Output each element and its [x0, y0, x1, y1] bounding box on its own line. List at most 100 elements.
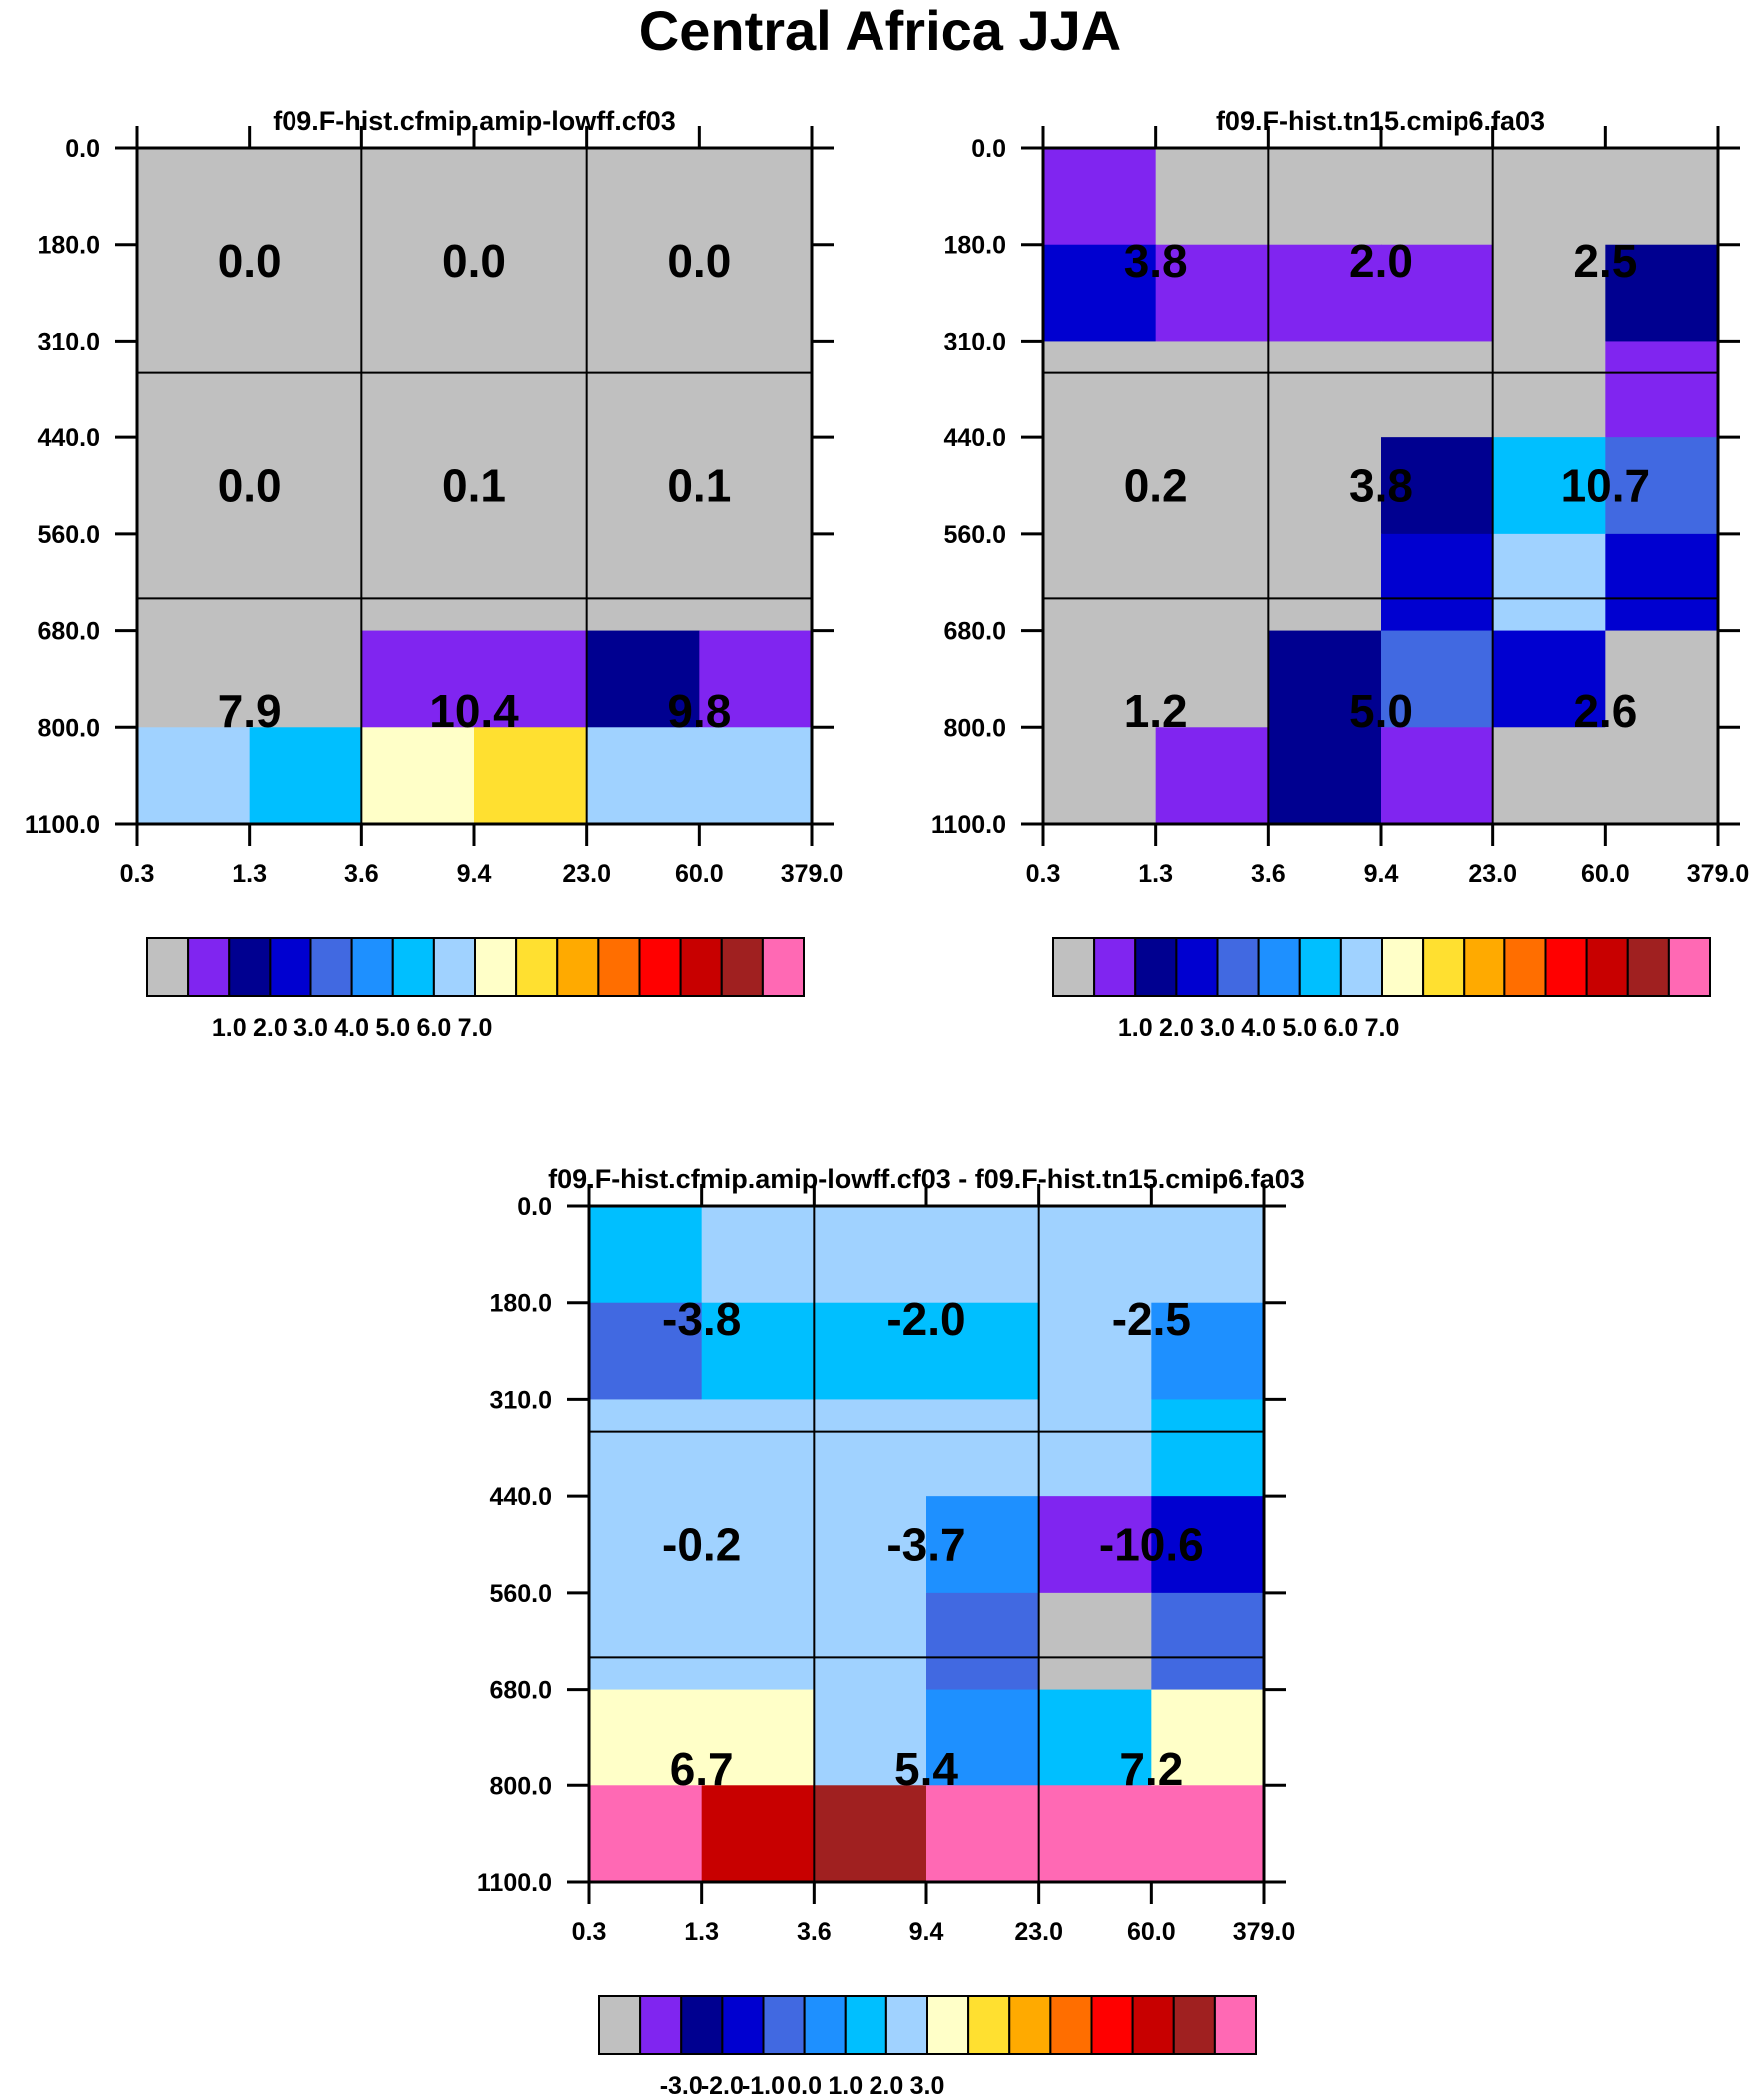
colorbar-swatch [803, 1995, 847, 2055]
colorbar-swatch [926, 1995, 970, 2055]
colorbar-label: -2.0 [701, 2072, 744, 2100]
x-tick-label: 60.0 [1581, 860, 1630, 888]
box-value-label: -2.5 [1112, 1293, 1191, 1345]
colorbar-swatch [1008, 1995, 1052, 2055]
colorbar-swatch [1213, 1995, 1257, 2055]
x-tick-label: 0.3 [120, 860, 155, 888]
heatmap-cell [1605, 533, 1719, 632]
y-tick-label: 560.0 [37, 521, 100, 549]
colorbar-swatch [556, 937, 600, 997]
heatmap-cell [249, 341, 362, 438]
heatmap-cell [1038, 1302, 1152, 1401]
heatmap-cell [1492, 341, 1606, 438]
colorbar-label: 0.0 [787, 2072, 822, 2100]
y-tick-label: 180.0 [37, 232, 100, 260]
heatmap-cell [137, 341, 251, 438]
heatmap-cell [701, 1302, 815, 1401]
y-tick-label: 800.0 [489, 1772, 552, 1800]
colorbar-label: 7.0 [1365, 1014, 1400, 1042]
colorbar-swatch [1544, 937, 1588, 997]
heatmap-cell [699, 727, 813, 825]
y-tick-label: 680.0 [37, 618, 100, 646]
heatmap-cell [361, 437, 475, 535]
colorbar-swatch [721, 1995, 765, 2055]
heatmap-cell [137, 630, 251, 728]
heatmap-cell [1268, 437, 1382, 535]
heatmap-cell [699, 148, 813, 246]
colorbar-swatch [515, 937, 559, 997]
box-value-label: 0.0 [442, 235, 506, 287]
heatmap-cell [249, 727, 362, 825]
heatmap-cell [1381, 437, 1494, 535]
colorbar-label: 3.0 [293, 1014, 328, 1042]
heatmap-cell [249, 630, 362, 728]
heatmap-cell [586, 341, 700, 438]
heatmap-cell [1605, 341, 1719, 438]
colorbar-swatch [597, 937, 641, 997]
colorbar-label: 4.0 [334, 1014, 369, 1042]
heatmap-cell [926, 1496, 1040, 1594]
x-tick-label: 9.4 [457, 860, 492, 888]
box-value-label: 10.7 [1561, 460, 1651, 512]
heatmap-cell [1038, 1689, 1152, 1786]
heatmap-cell [474, 630, 588, 728]
heatmap-cell [589, 1592, 703, 1691]
colorbar-swatch [1134, 937, 1178, 997]
box-value-label: 2.0 [1349, 235, 1413, 287]
heatmap-cell [361, 341, 475, 438]
heatmap-cell [474, 244, 588, 343]
box-value-label: 0.1 [667, 460, 731, 512]
heatmap-cell [1605, 244, 1719, 343]
colorbar-label: 2.0 [253, 1014, 288, 1042]
heatmap-cell [474, 148, 588, 246]
heatmap-cell [586, 630, 700, 728]
heatmap-cell [586, 533, 700, 632]
x-tick-label: 60.0 [675, 860, 724, 888]
x-tick-label: 3.6 [344, 860, 379, 888]
heatmap-cell [1155, 727, 1269, 825]
heatmap-cell [1268, 630, 1382, 728]
heatmap-cell [1492, 244, 1606, 343]
heatmap-cell [699, 437, 813, 535]
x-tick-label: 60.0 [1127, 1918, 1176, 1946]
heatmap-cell [1381, 148, 1494, 246]
colorbar-swatch [1216, 937, 1260, 997]
heatmap-cell [699, 341, 813, 438]
box-value-label: -3.7 [886, 1519, 965, 1571]
heatmap-cell [1155, 148, 1269, 246]
y-tick-label: 560.0 [943, 521, 1006, 549]
heatmap-cell [589, 1496, 703, 1594]
heatmap-cell [1492, 727, 1606, 825]
heatmap-cell [699, 533, 813, 632]
y-tick-label: 680.0 [489, 1677, 552, 1705]
chart-panel-3: f09.F-hist.cfmip.amip-lowff.cf03 - f09.F… [477, 1164, 1305, 2100]
heatmap-cell [474, 341, 588, 438]
heatmap-cell [137, 244, 251, 343]
colorbar-swatch [1626, 937, 1670, 997]
heatmap-cell [249, 437, 362, 535]
colorbar-swatch [680, 1995, 724, 2055]
heatmap-cell [249, 148, 362, 246]
heatmap-cell [1151, 1785, 1265, 1883]
colorbar-swatch [884, 1995, 928, 2055]
heatmap-cell [1155, 341, 1269, 438]
y-tick-label: 680.0 [943, 618, 1006, 646]
heatmap-cell [814, 1206, 927, 1304]
colorbar-swatch [474, 937, 518, 997]
heatmap-cell [814, 1689, 927, 1786]
heatmap-cell [1381, 727, 1494, 825]
heatmap-cell [1155, 437, 1269, 535]
colorbar-swatch [1422, 937, 1466, 997]
box-value-label: 2.5 [1573, 235, 1637, 287]
box-value-label: 10.4 [429, 685, 519, 737]
y-tick-label: 180.0 [943, 232, 1006, 260]
heatmap-cell [814, 1592, 927, 1691]
heatmap-cell [1268, 148, 1382, 246]
colorbar-swatch [1131, 1995, 1175, 2055]
heatmap-cell [814, 1785, 927, 1883]
x-tick-label: 0.3 [572, 1918, 607, 1946]
colorbar-label: 4.0 [1241, 1014, 1276, 1042]
y-tick-label: 1100.0 [25, 811, 100, 839]
colorbar-label: 1.0 [1118, 1014, 1153, 1042]
